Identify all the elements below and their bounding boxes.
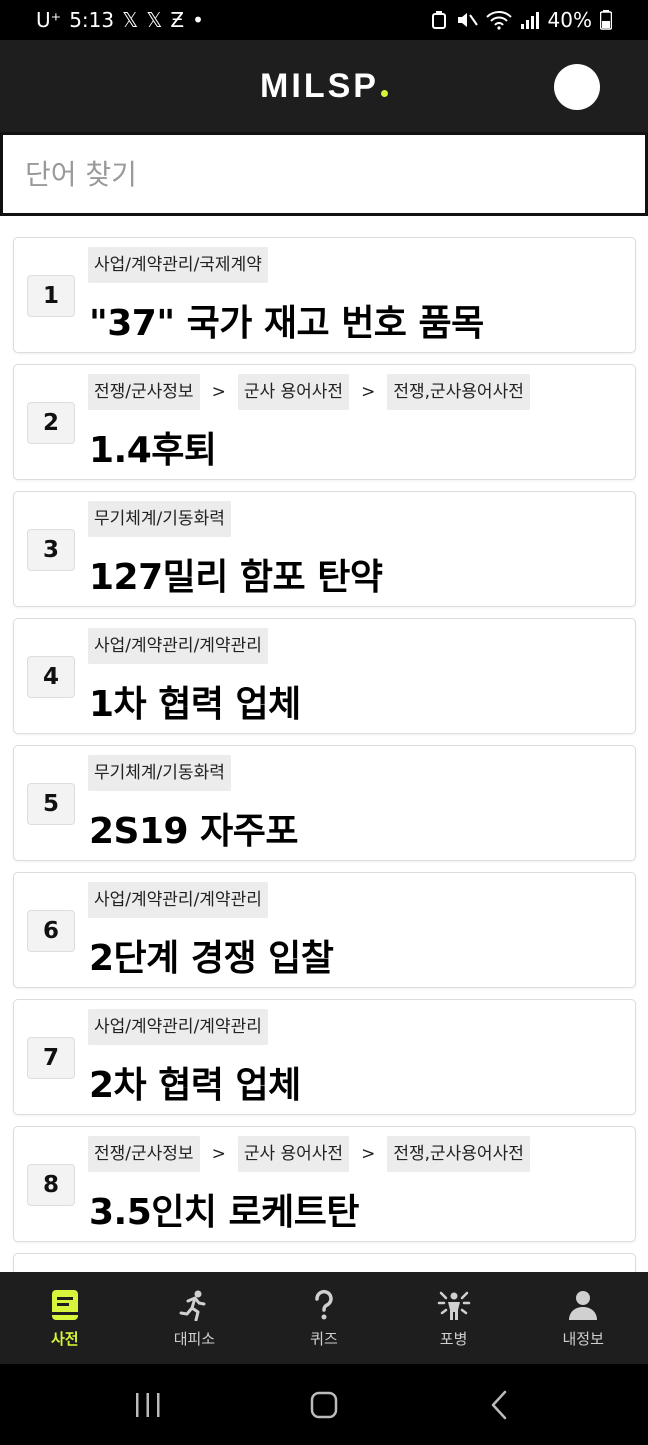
category-tag: 무기체계/기동화력 (88, 755, 231, 791)
soldier-icon (437, 1288, 471, 1322)
back-button[interactable] (470, 1380, 530, 1430)
tag-separator: > (361, 382, 376, 402)
status-bar: U⁺ 5:13 𝕏 𝕏 Ƶ • 40% (0, 0, 648, 40)
recents-icon (136, 1392, 160, 1417)
recents-button[interactable] (118, 1380, 178, 1430)
nav-label-my-info: 내정보 (562, 1329, 604, 1348)
list-item[interactable]: 1 사업/계약관리/국제계약 "37" 국가 재고 번호 품목 (13, 237, 636, 353)
category-tags: 사업/계약관리/계약관리 (88, 882, 268, 918)
term-title: 1.4후퇴 (89, 430, 217, 471)
status-time: 5:13 (69, 8, 115, 32)
app-header: MILSP (0, 40, 648, 132)
category-tag: 사업/계약관리/계약관리 (88, 628, 268, 664)
category-tags: 사업/계약관리/계약관리 (88, 628, 268, 664)
profile-avatar[interactable] (554, 64, 600, 110)
item-number: 1 (27, 275, 75, 317)
running-person-icon (177, 1288, 211, 1322)
term-title: "37" 국가 재고 번호 품목 (89, 303, 484, 344)
nav-label-artillery: 포병 (439, 1329, 468, 1348)
battery-percent: 40% (547, 8, 592, 32)
category-tag: 전쟁/군사정보 (88, 374, 200, 410)
item-number: 3 (27, 529, 75, 571)
category-tag: 사업/계약관리/계약관리 (88, 882, 268, 918)
list-item[interactable]: 3 무기체계/기동화력 127밀리 함포 탄약 (13, 491, 636, 607)
list-item[interactable]: 8 전쟁/군사정보 > 군사 용어사전 > 전쟁,군사용어사전 3.5인치 로케트탄 (13, 1126, 636, 1242)
logo-dot (380, 89, 388, 97)
category-tags: 전쟁/군사정보 > 군사 용어사전 > 전쟁,군사용어사전 (88, 1136, 530, 1172)
zeta-icon: Ƶ (170, 8, 185, 32)
wifi-icon (485, 11, 512, 30)
nav-item-dictionary[interactable]: 사전 (0, 1272, 130, 1364)
category-tag: 사업/계약관리/국제계약 (88, 247, 268, 283)
term-title: 2S19 자주포 (89, 811, 298, 852)
term-title: 3.5인치 로케트탄 (89, 1192, 360, 1233)
term-title: 127밀리 함포 탄약 (89, 557, 383, 598)
category-tags: 무기체계/기동화력 (88, 755, 231, 791)
nav-item-artillery[interactable]: 포병 (389, 1272, 519, 1364)
x-icon: 𝕏 (122, 8, 139, 32)
nav-item-quiz[interactable]: 퀴즈 (259, 1272, 389, 1364)
item-number: 7 (27, 1037, 75, 1079)
list-item[interactable]: 5 무기체계/기동화력 2S19 자주포 (13, 745, 636, 861)
category-tags: 사업/계약관리/계약관리 (88, 1009, 268, 1045)
list-item[interactable]: 2 전쟁/군사정보 > 군사 용어사전 > 전쟁,군사용어사전 1.4후퇴 (13, 364, 636, 480)
app-logo[interactable]: MILSP (260, 67, 388, 106)
item-number: 8 (27, 1164, 75, 1206)
category-tag: 전쟁,군사용어사전 (387, 374, 530, 410)
item-number: 6 (27, 910, 75, 952)
term-title: 2단계 경쟁 입찰 (89, 938, 334, 979)
home-icon (310, 1391, 338, 1418)
item-number: 4 (27, 656, 75, 698)
category-tag: 전쟁/군사정보 (88, 1136, 200, 1172)
list-item[interactable]: 7 사업/계약관리/계약관리 2차 협력 업체 (13, 999, 636, 1115)
nav-item-my-info[interactable]: 내정보 (518, 1272, 648, 1364)
battery-icon (600, 10, 612, 30)
category-tag: 군사 용어사전 (237, 1136, 350, 1172)
nav-label-shelter: 대피소 (173, 1329, 216, 1348)
category-tags: 전쟁/군사정보 > 군사 용어사전 > 전쟁,군사용어사전 (88, 374, 530, 410)
item-number: 2 (27, 402, 75, 444)
nav-label-dictionary: 사전 (50, 1329, 79, 1348)
carrier-label: U⁺ (36, 8, 62, 32)
book-icon (48, 1288, 82, 1322)
mute-icon (457, 13, 478, 27)
category-tag: 무기체계/기동화력 (88, 501, 231, 537)
category-tag: 사업/계약관리/계약관리 (88, 1009, 268, 1045)
system-nav-bar (0, 1364, 648, 1445)
tag-separator: > (361, 1144, 376, 1164)
question-icon (307, 1288, 341, 1322)
person-icon (566, 1288, 600, 1322)
home-button[interactable] (294, 1380, 354, 1430)
nav-label-quiz: 퀴즈 (310, 1329, 338, 1348)
item-number: 5 (27, 783, 75, 825)
tag-separator: > (211, 1144, 226, 1164)
category-tags: 사업/계약관리/국제계약 (88, 247, 268, 283)
list-item[interactable]: 6 사업/계약관리/계약관리 2단계 경쟁 입찰 (13, 872, 636, 988)
bottom-nav: 사전 대피소 퀴즈 포병 내정보 (0, 1272, 648, 1364)
category-tag: 전쟁,군사용어사전 (387, 1136, 530, 1172)
recycle-icon (431, 11, 446, 29)
x-icon: 𝕏 (146, 8, 163, 32)
list-item[interactable]: 4 사업/계약관리/계약관리 1차 협력 업체 (13, 618, 636, 734)
search-input[interactable] (3, 135, 645, 213)
nav-item-shelter[interactable]: 대피소 (130, 1272, 260, 1364)
dot-icon: • (192, 8, 204, 32)
tag-separator: > (211, 382, 226, 402)
category-tags: 무기체계/기동화력 (88, 501, 231, 537)
term-title: 1차 협력 업체 (89, 684, 301, 725)
term-title: 2차 협력 업체 (89, 1065, 301, 1106)
signal-icon (520, 12, 539, 29)
category-tag: 군사 용어사전 (237, 374, 350, 410)
search-box (0, 132, 648, 216)
word-list: 1 사업/계약관리/국제계약 "37" 국가 재고 번호 품목 2 전쟁/군사정보 > 군사… (13, 237, 636, 1380)
back-icon (491, 1390, 507, 1419)
